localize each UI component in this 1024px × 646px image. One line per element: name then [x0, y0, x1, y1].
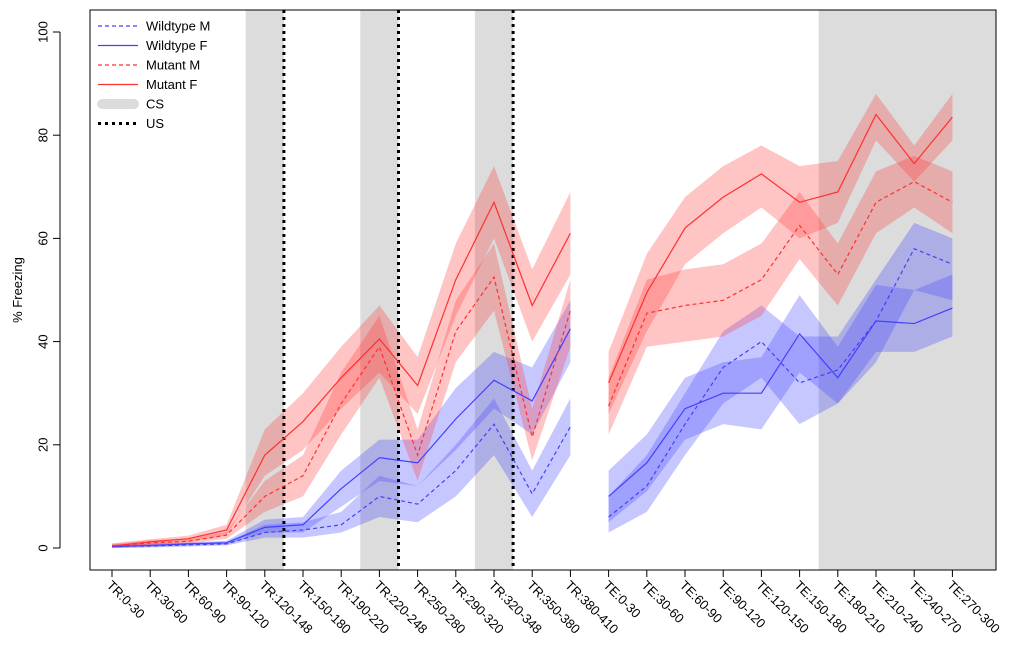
cs-region-2: [474, 10, 514, 570]
line-mutant-m-0: [111, 275, 571, 547]
x-axis: TR:0-30TR:30-60TR:60-90TR:90-120TR:120-1…: [104, 569, 1003, 637]
series-lines: [111, 113, 953, 548]
legend-label: Mutant M: [146, 58, 200, 73]
x-tick-label-0: TR:0-30: [104, 578, 148, 622]
legend-label: Wildtype M: [146, 19, 210, 34]
legend-label: CS: [146, 97, 164, 112]
line-wildtype-f-0: [111, 328, 571, 548]
legend-entry-wildtype-f: Wildtype F: [98, 38, 207, 53]
band-wildtype-m-1: [608, 222, 953, 533]
band-wildtype-f-0: [112, 300, 571, 548]
cs-region-3: [818, 10, 996, 570]
legend-entry-mutant-m: Mutant M: [98, 58, 200, 73]
band-wildtype-f-1: [608, 274, 953, 523]
cs-region-0: [245, 10, 284, 570]
band-mutant-f-0: [112, 166, 571, 548]
legend-entry-cs: CS: [97, 97, 164, 112]
y-axis: 0 20 40 60 80 100: [35, 21, 61, 552]
legend-label: Mutant F: [146, 77, 197, 92]
line-mutant-f-0: [111, 200, 571, 547]
y-tick-label-60: 60: [35, 231, 50, 245]
cs-regions: [245, 10, 996, 570]
cs-region-1: [360, 10, 399, 570]
band-mutant-m-0: [112, 243, 571, 548]
line-wildtype-m-0: [111, 423, 571, 548]
y-tick-label-0: 0: [35, 544, 50, 551]
y-tick-label-80: 80: [35, 128, 50, 142]
band-mutant-m-1: [608, 155, 953, 435]
line-mutant-f-1: [608, 113, 953, 384]
band-mutant-f-1: [608, 93, 953, 414]
us-markers: [282, 10, 515, 570]
legend-label: Wildtype F: [146, 38, 207, 53]
legend-entry-wildtype-m: Wildtype M: [98, 19, 210, 34]
line-wildtype-f-1: [608, 307, 953, 497]
band-wildtype-m-0: [112, 398, 571, 548]
y-axis-label: % Freezing: [10, 257, 25, 323]
legend-entry-us: US: [98, 116, 164, 131]
confidence-bands: [112, 93, 953, 548]
y-tick-label-20: 20: [35, 438, 50, 452]
y-tick-label-40: 40: [35, 334, 50, 348]
y-tick-label-100: 100: [35, 21, 50, 43]
line-wildtype-m-1: [608, 247, 953, 518]
legend-entry-mutant-f: Mutant F: [98, 77, 197, 92]
legend: Wildtype M Wildtype F Mutant M Mutant F CS US: [97, 19, 210, 131]
legend-label: US: [146, 116, 164, 131]
line-mutant-m-1: [608, 180, 953, 407]
